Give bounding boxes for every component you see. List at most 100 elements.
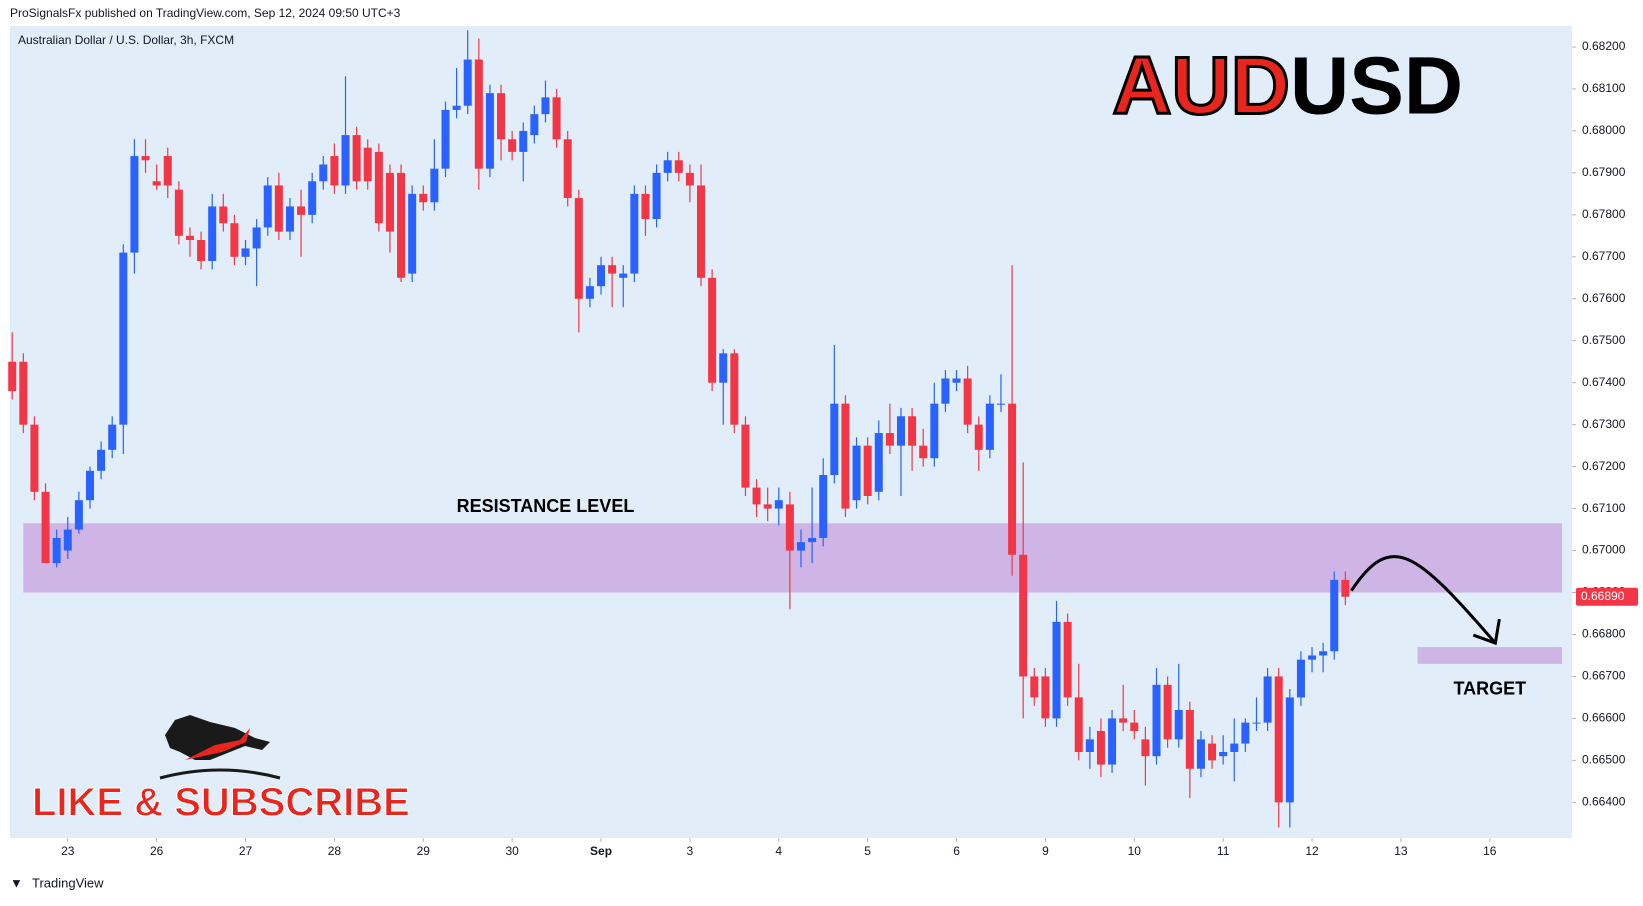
candle-body [419, 193, 428, 203]
candle-body [1141, 739, 1150, 757]
candle-body [19, 361, 28, 425]
x-tick-label: 26 [150, 844, 164, 858]
candle-body [852, 445, 861, 501]
y-tick-label: 0.67900 [1582, 165, 1626, 179]
y-tick-label: 0.68200 [1582, 39, 1626, 53]
candle-body [119, 252, 128, 425]
candle-body [274, 185, 283, 232]
candle-body [230, 223, 239, 257]
candle-body [1130, 722, 1139, 731]
candle-body [152, 181, 161, 186]
candle-body [1252, 722, 1261, 724]
x-tick-label: 13 [1394, 844, 1408, 858]
candle-body [130, 156, 139, 253]
candle-body [85, 470, 94, 501]
candle-body [97, 449, 106, 471]
x-tick-label: 30 [505, 844, 519, 858]
candle-body [1119, 718, 1128, 723]
candle-body [241, 248, 250, 257]
y-tick-label: 0.67300 [1582, 417, 1626, 431]
candle-body [1074, 697, 1083, 752]
candle-body [919, 445, 928, 459]
candle-body [585, 286, 594, 299]
candle-body [185, 235, 194, 241]
candle-body [408, 193, 417, 274]
candle-body [819, 475, 828, 538]
x-tick-label: 5 [864, 844, 871, 858]
zone-label: TARGET [1453, 679, 1526, 699]
x-tick-label: 16 [1483, 844, 1497, 858]
x-tick-label: 3 [687, 844, 694, 858]
candle-body [785, 504, 794, 551]
candle-body [474, 59, 483, 169]
candle-body [641, 193, 650, 220]
candle-body [363, 147, 372, 182]
x-tick-label: 29 [417, 844, 431, 858]
candle-body [508, 139, 517, 152]
candle-body [1163, 684, 1172, 740]
candle-body [963, 378, 972, 425]
x-tick-label: 4 [775, 844, 782, 858]
y-tick-label: 0.67100 [1582, 501, 1626, 515]
plot-background [10, 26, 1572, 838]
zone-label: RESISTANCE LEVEL [457, 496, 635, 516]
candle-body [1330, 579, 1339, 652]
x-tick-label: 10 [1128, 844, 1142, 858]
candle-body [1041, 676, 1050, 719]
forecast-arrowhead [1472, 618, 1501, 646]
candle-body [1096, 730, 1105, 765]
x-tick-label: 27 [239, 844, 253, 858]
candle-body [1241, 722, 1250, 744]
candle-body [830, 403, 839, 476]
footer-logo: ▼ [10, 875, 23, 890]
candle-body [1341, 579, 1350, 597]
candle-body [385, 172, 394, 232]
candle-body [730, 353, 739, 425]
logo [159, 715, 281, 780]
candle-body [374, 151, 383, 224]
candle-body [1152, 684, 1161, 757]
candle-body [1019, 554, 1028, 677]
x-tick-label: 12 [1305, 844, 1319, 858]
symbol-part: USD [1290, 41, 1463, 132]
forecast-arrow [1350, 555, 1497, 645]
symbol-part: AUD [1112, 41, 1290, 132]
candle-body [952, 378, 961, 383]
candle-body [1174, 710, 1183, 740]
candle-body [352, 135, 361, 182]
candle-body [652, 172, 661, 220]
candle-body [941, 378, 950, 404]
zone [1417, 647, 1563, 664]
candle-body [52, 537, 61, 564]
candle-body [708, 277, 717, 383]
y-tick-label: 0.67800 [1582, 207, 1626, 221]
candle-body [741, 424, 750, 488]
logo-shape [165, 715, 270, 760]
y-tick-label: 0.66800 [1582, 627, 1626, 641]
y-tick-label: 0.66600 [1582, 711, 1626, 725]
logo-base [159, 768, 281, 780]
candle-body [885, 433, 894, 446]
candle-body [41, 491, 50, 564]
candle-body [8, 361, 17, 392]
candle-body [174, 189, 183, 236]
candle-body [1308, 655, 1317, 660]
candle-body [552, 97, 561, 140]
y-tick-label: 0.67500 [1582, 333, 1626, 347]
x-tick-label: 6 [953, 844, 960, 858]
candle-body [763, 504, 772, 509]
candle-body [541, 97, 550, 115]
candle-body [1185, 710, 1194, 769]
candle-body [796, 542, 805, 551]
candle-body [163, 156, 172, 186]
candle-body [908, 416, 917, 446]
candle-body [297, 206, 306, 215]
candle-body [863, 445, 872, 496]
candle-body [1108, 718, 1117, 765]
x-tick-label: 28 [328, 844, 342, 858]
candle-body [1274, 676, 1283, 803]
symbol-description: Australian Dollar / U.S. Dollar, 3h, FXC… [18, 33, 234, 47]
candle-body [1052, 621, 1061, 719]
candle-body [1063, 621, 1072, 698]
candle-body [1285, 697, 1294, 803]
